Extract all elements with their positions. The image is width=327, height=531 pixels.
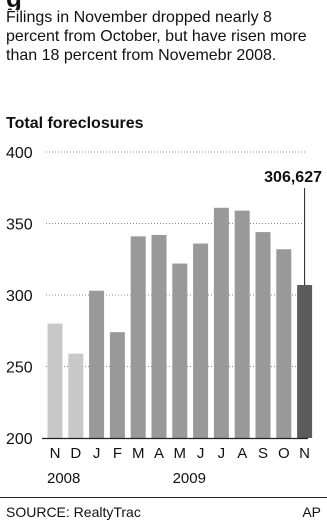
bar (276, 249, 292, 438)
bar (172, 263, 188, 438)
bar (151, 234, 167, 438)
bar (89, 290, 105, 438)
y-tick-label: 400 (6, 145, 33, 162)
bar (234, 210, 250, 438)
cut-off-headline: g (6, 0, 322, 10)
x-tick-label: O (278, 445, 290, 462)
subtitle: Filings in November dropped nearly 8 per… (6, 9, 307, 64)
x-tick-label: M (174, 445, 187, 462)
year-labels: 2008 2009 (47, 470, 206, 487)
bar (109, 332, 125, 438)
callout-label: 306,627 (264, 169, 322, 186)
bar (68, 353, 84, 438)
x-tick-label: M (132, 445, 145, 462)
x-tick-label: J (197, 445, 205, 462)
bars (47, 207, 313, 438)
x-tick-label: S (258, 445, 268, 462)
callout: 306,627 (264, 169, 322, 285)
bar (213, 207, 229, 438)
bar (193, 243, 209, 438)
x-tick-label: A (237, 445, 247, 462)
y-tick-label: 200 (6, 431, 33, 448)
bar (47, 323, 63, 438)
x-tick-label: F (113, 445, 122, 462)
y-tick-label: 300 (6, 288, 33, 305)
x-tick-label: J (218, 445, 226, 462)
credit: AP (302, 504, 321, 520)
year-label: 2008 (47, 470, 80, 487)
x-tick-label: N (299, 445, 310, 462)
bar (255, 232, 271, 438)
y-tick-label: 250 (6, 360, 33, 377)
y-axis-tick-labels: 400 350 300 250 200 (6, 145, 33, 448)
x-tick-label: N (50, 445, 61, 462)
year-label: 2009 (173, 470, 206, 487)
x-tick-label: A (154, 445, 164, 462)
y-tick-label: 350 (6, 217, 33, 234)
x-tick-label: D (70, 445, 81, 462)
bar (130, 236, 146, 438)
source-note: SOURCE: RealtyTrac (6, 504, 141, 520)
chart-title: Total foreclosures (6, 115, 144, 132)
footer-divider (0, 497, 327, 498)
x-tick-label: J (93, 445, 101, 462)
bar (297, 284, 313, 438)
